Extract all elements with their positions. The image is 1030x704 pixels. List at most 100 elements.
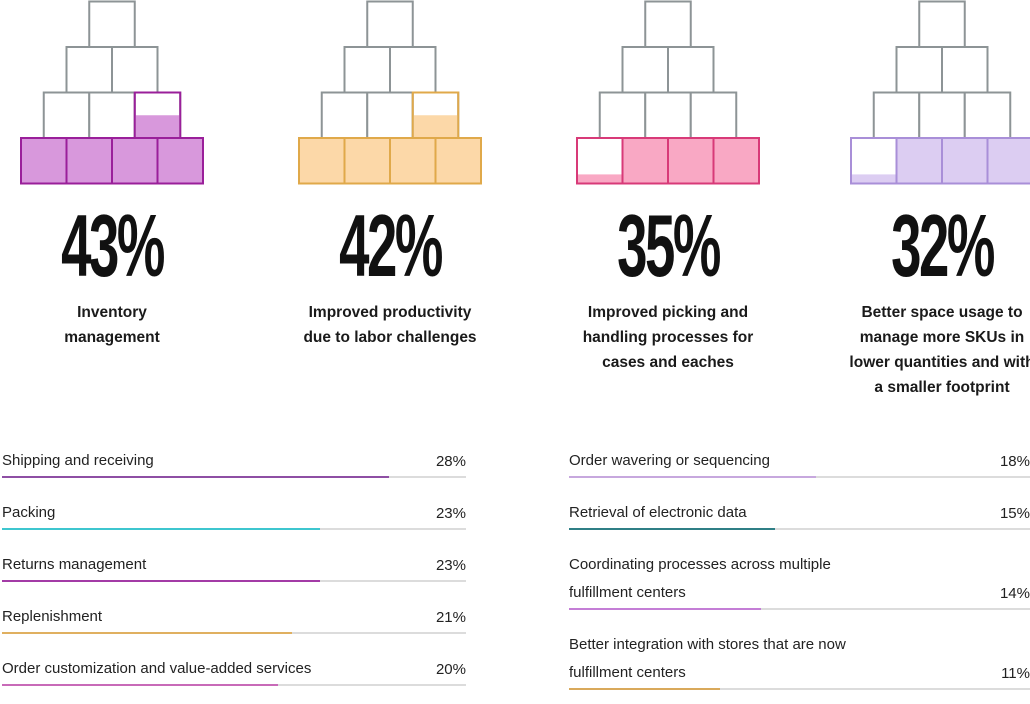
empty-box	[645, 93, 691, 139]
list-item-label: Shipping and receiving	[2, 447, 154, 475]
box-pyramid-graphic	[270, 0, 510, 190]
filled-box	[988, 138, 1030, 184]
filled-box	[668, 138, 714, 184]
stat-description-line: manage more SKUs in	[822, 325, 1030, 350]
empty-box	[345, 47, 391, 93]
list-item-value: 14%	[1000, 580, 1030, 608]
list-item-bar	[569, 528, 775, 530]
filled-box	[67, 138, 113, 184]
filled-box	[112, 138, 158, 184]
empty-box	[89, 93, 135, 139]
list-item-bar	[2, 476, 389, 478]
stat-description-line: lower quantities and with	[822, 350, 1030, 375]
list-item-label: fulfillment centers	[569, 659, 686, 687]
filled-box	[436, 138, 482, 184]
stat-description-line: Inventory	[0, 300, 232, 325]
list-item-value: 23%	[436, 500, 466, 528]
stat-description-line: a smaller footprint	[822, 375, 1030, 400]
stat-description-line: Improved picking and	[548, 300, 788, 325]
filled-box	[897, 138, 943, 184]
stat-description-line: handling processes for	[548, 325, 788, 350]
list-item-bar	[569, 476, 816, 478]
list-item: Better integration with stores that are …	[569, 624, 1030, 704]
empty-box	[897, 47, 943, 93]
list-item-track	[2, 580, 466, 582]
stat-percentage: 42%	[316, 196, 465, 296]
filled-box	[390, 138, 436, 184]
filled-box	[299, 138, 345, 184]
box-pyramid-graphic	[822, 0, 1030, 190]
empty-box	[645, 2, 691, 48]
empty-box	[942, 47, 988, 93]
stat-description-line: Improved productivity	[270, 300, 510, 325]
list-item: Order wavering or sequencing 18%	[569, 440, 1030, 492]
box-pyramid-graphic	[0, 0, 232, 190]
filled-box	[714, 138, 760, 184]
empty-box	[623, 47, 669, 93]
list-item-label: Order wavering or sequencing	[569, 447, 770, 475]
filled-box	[345, 138, 391, 184]
list-item: Packing 23%	[2, 492, 466, 544]
stat-description-line: Better space usage to	[822, 300, 1030, 325]
stat-percentage: 35%	[594, 196, 743, 296]
list-item-value: 28%	[436, 448, 466, 476]
partial-fill	[414, 115, 458, 137]
list-item-label: Order customization and value-added serv…	[2, 655, 311, 683]
list-item-label: Returns management	[2, 551, 146, 579]
list-item-value: 15%	[1000, 500, 1030, 528]
list-item-track	[569, 528, 1030, 530]
empty-box	[965, 93, 1011, 139]
list-item: Returns management 23%	[2, 544, 466, 596]
list-item-label: Replenishment	[2, 603, 102, 631]
list-item-bar	[569, 608, 761, 610]
filled-box	[21, 138, 67, 184]
list-item-value: 18%	[1000, 448, 1030, 476]
empty-box	[919, 2, 965, 48]
box-pyramid-graphic	[548, 0, 788, 190]
empty-box	[367, 2, 413, 48]
empty-box	[44, 93, 90, 139]
list-item-value: 20%	[436, 656, 466, 684]
empty-box	[322, 93, 368, 139]
empty-box	[367, 93, 413, 139]
list-item-label: Retrieval of electronic data	[569, 499, 747, 527]
empty-box	[668, 47, 714, 93]
list-item-bar	[2, 580, 320, 582]
empty-box	[390, 47, 436, 93]
list-item-track	[2, 528, 466, 530]
empty-box	[874, 93, 920, 139]
list-item-value: 23%	[436, 552, 466, 580]
list-item-label: fulfillment centers	[569, 579, 686, 607]
list-item: Order customization and value-added serv…	[2, 648, 466, 700]
list-item-track	[569, 476, 1030, 478]
stat-description-line: cases and eaches	[548, 350, 788, 375]
stat-description-line: management	[0, 325, 232, 350]
partial-fill	[578, 174, 622, 182]
empty-box	[67, 47, 113, 93]
list-item: Shipping and receiving 28%	[2, 440, 466, 492]
list-item-value: 11%	[1001, 660, 1030, 688]
list-item-label: Packing	[2, 499, 55, 527]
empty-box	[919, 93, 965, 139]
list-item-label: Coordinating processes across multiple	[569, 551, 831, 579]
list-item-track	[2, 476, 466, 478]
filled-box	[158, 138, 204, 184]
empty-box	[89, 2, 135, 48]
filled-box	[623, 138, 669, 184]
stat-percentage: 32%	[868, 196, 1017, 296]
empty-box	[600, 93, 646, 139]
partial-fill	[852, 174, 896, 182]
filled-box	[942, 138, 988, 184]
list-item: Retrieval of electronic data 15%	[569, 492, 1030, 544]
empty-box	[691, 93, 737, 139]
